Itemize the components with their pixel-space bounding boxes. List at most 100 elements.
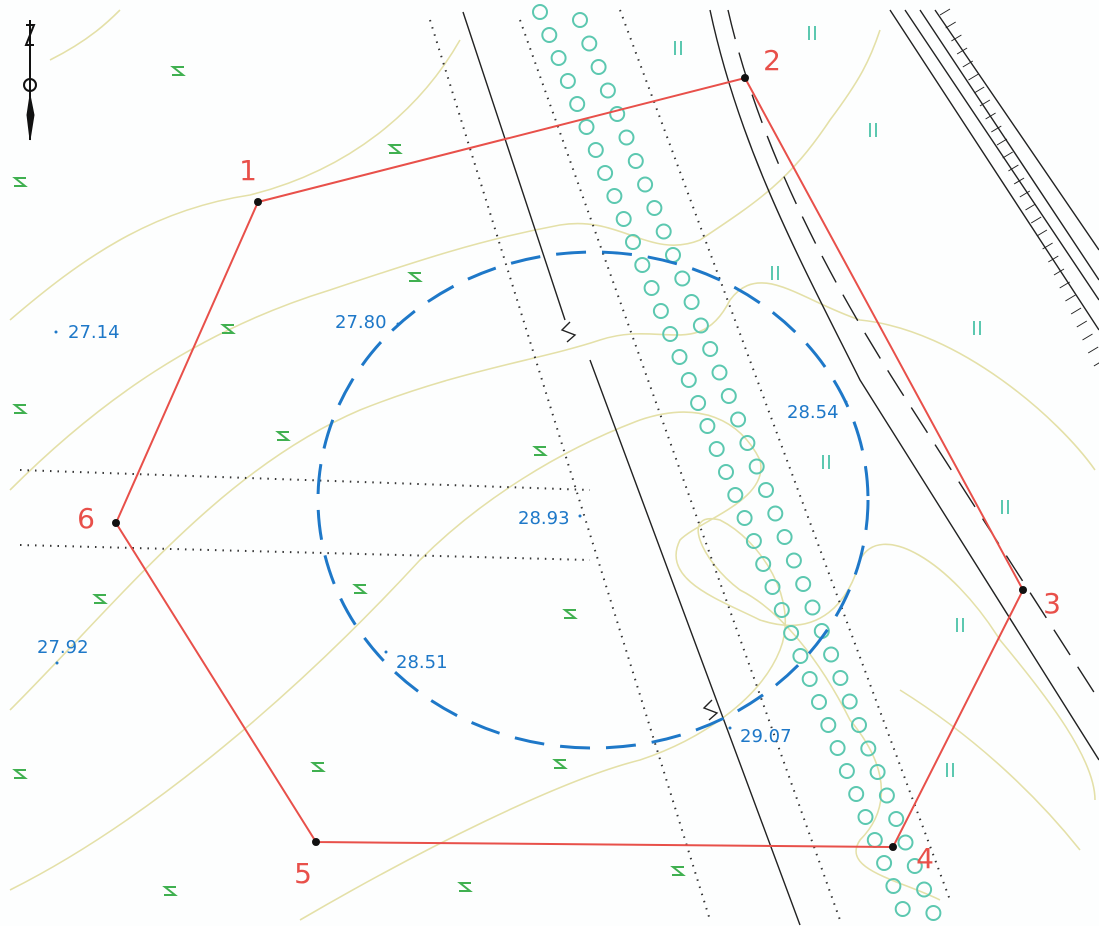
tick: [979, 99, 991, 107]
railway-ticks: [939, 8, 1099, 367]
tree: [739, 435, 756, 451]
tree: [627, 153, 644, 169]
tick: [1059, 281, 1070, 289]
tick: [1036, 229, 1048, 237]
meadow-symbol: [808, 26, 816, 40]
dotted-line: [19, 469, 591, 491]
spot-height: 27.92: [37, 637, 89, 658]
tree: [690, 395, 707, 411]
tick: [1042, 242, 1053, 250]
dashed-circle: [316, 250, 870, 750]
tree: [736, 510, 753, 526]
grass-symbol: [310, 762, 326, 772]
dotted-line: [519, 19, 841, 921]
tree: [801, 671, 818, 687]
tree: [671, 349, 688, 365]
tree: [662, 326, 679, 342]
tick: [1030, 216, 1042, 224]
grass-symbol: [532, 446, 548, 456]
tick: [973, 86, 985, 94]
tree: [618, 129, 635, 146]
grass-symbol: [170, 66, 186, 76]
tree: [758, 482, 774, 498]
grass-symbol: [220, 324, 236, 334]
meadow-symbol: [973, 321, 981, 335]
road-edge: [709, 9, 1099, 761]
tree: [820, 717, 837, 733]
tick: [1002, 151, 1013, 159]
break: [702, 699, 719, 721]
parcel-lines: [19, 9, 951, 921]
tree: [578, 119, 595, 135]
tree: [643, 280, 660, 296]
meadow-symbol: [956, 618, 964, 632]
tree: [615, 211, 632, 227]
tree: [599, 82, 616, 99]
grass-symbol: [12, 404, 28, 414]
contour: [899, 689, 1081, 851]
tick: [1008, 164, 1019, 172]
vertex-point: [741, 74, 749, 82]
labels: 1 2 3 4 5 6 27.14 27.80 28.54 28.93 27.92 28.51 29.0…: [37, 44, 1061, 890]
arrow-n: [24, 24, 36, 46]
contour: [9, 29, 881, 491]
meadow-symbol: [674, 41, 682, 55]
tick: [962, 60, 974, 68]
tree: [702, 341, 719, 357]
vertex-label: 3: [1043, 587, 1061, 620]
tick: [1065, 294, 1076, 302]
tick: [968, 73, 979, 81]
tick: [1019, 190, 1031, 198]
tick: [991, 125, 1002, 133]
tree: [590, 59, 607, 75]
tree: [569, 96, 586, 112]
tree: [711, 364, 728, 381]
dotted-line: [619, 9, 951, 901]
tree: [906, 858, 923, 874]
tick: [1087, 346, 1099, 354]
tree: [708, 441, 725, 457]
tick: [1076, 320, 1088, 328]
tree: [776, 529, 793, 545]
vertex-point: [1019, 586, 1027, 594]
spot-dot: [54, 330, 58, 334]
tree: [894, 901, 911, 917]
spot-height: 28.54: [787, 402, 839, 423]
tree: [832, 670, 849, 686]
road-edge: [727, 9, 1099, 701]
meadow-symbol: [771, 266, 779, 280]
vertex-point: [889, 843, 897, 851]
tick: [1070, 307, 1082, 315]
tree: [727, 487, 744, 503]
fence: [462, 11, 801, 926]
tree: [841, 693, 858, 710]
tree: [683, 294, 700, 310]
tree: [680, 372, 697, 388]
tree: [767, 505, 784, 522]
tick: [1053, 268, 1065, 276]
tree: [655, 223, 672, 240]
grass-symbol: [352, 584, 368, 594]
tree: [860, 740, 877, 757]
tree: [652, 303, 669, 319]
tree: [581, 35, 598, 52]
grass-symbol: [457, 882, 473, 892]
tree: [606, 188, 623, 204]
tick: [956, 47, 968, 55]
tree: [625, 234, 641, 250]
spot-dot: [384, 650, 388, 654]
tree: [634, 257, 651, 273]
north-arrow: [23, 20, 37, 141]
tree: [720, 388, 737, 404]
tree: [878, 787, 895, 804]
tree: [572, 12, 588, 28]
grass-symbol: [12, 177, 28, 187]
vertex-point: [312, 838, 320, 846]
grass-symbol: [670, 866, 686, 876]
spot-height: 28.93: [518, 508, 570, 529]
tree: [876, 855, 893, 871]
tick: [996, 138, 1008, 146]
contour: [9, 411, 1096, 891]
spot-height: 27.80: [335, 312, 387, 333]
